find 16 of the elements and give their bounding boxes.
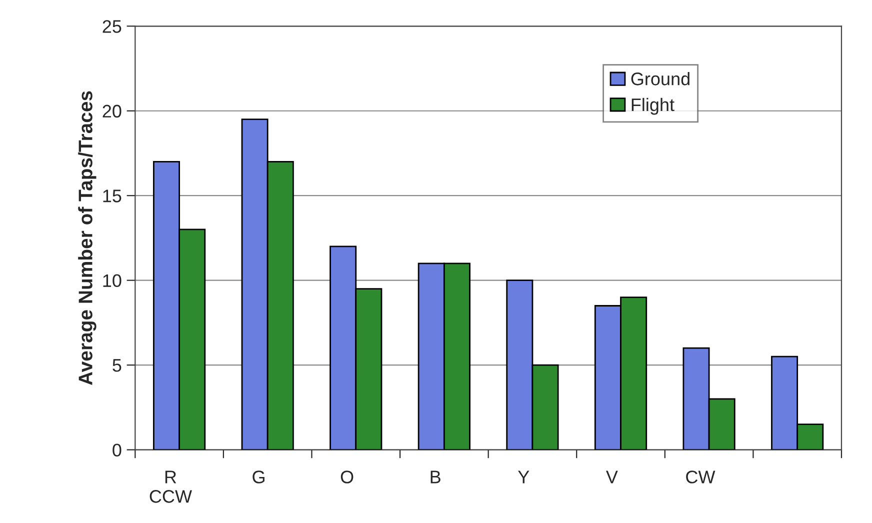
y-tick-label: 25 [102, 20, 122, 33]
y-tick-label: 0 [112, 444, 122, 456]
x-tick-label: B [430, 470, 440, 484]
y-axis-title: Average Number of Taps/Traces [78, 91, 96, 385]
x-tick-label: R CCW [150, 470, 192, 503]
y-tick-label: 15 [103, 190, 122, 202]
x-tick-label: V [606, 470, 618, 484]
y-tick-label: 10 [103, 274, 122, 288]
x-tick-label: O [340, 470, 354, 484]
x-tick-label: CW [686, 470, 716, 484]
legend-label: Flight [632, 98, 674, 115]
legend-label: Ground [631, 72, 690, 86]
x-tick-label: Y [518, 470, 530, 484]
y-tick-label: 20 [102, 104, 122, 118]
y-tick-label: 5 [112, 359, 122, 372]
x-tick-label: G [252, 470, 264, 484]
